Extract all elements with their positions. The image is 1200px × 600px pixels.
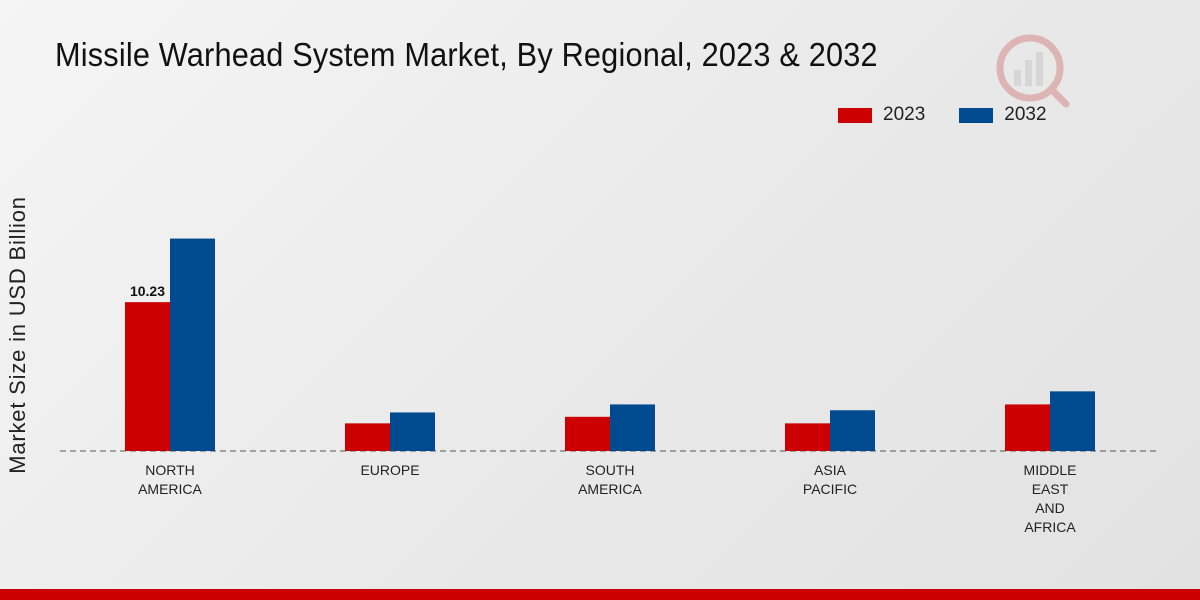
- bar-2023-4: [1005, 404, 1050, 451]
- bar-2032-1: [390, 412, 435, 451]
- legend-label-2023: 2023: [883, 104, 926, 125]
- legend-item-2023: 2023: [838, 104, 925, 126]
- x-tick-label-3: ASIA PACIFIC: [803, 462, 857, 497]
- legend-item-2032: 2032: [959, 104, 1047, 126]
- bar-2023-1: [345, 423, 390, 451]
- bar-2023-2: [565, 416, 610, 451]
- x-tick-label-0: NORTH AMERICA: [138, 462, 202, 497]
- bar-2032-3: [830, 410, 875, 451]
- bar-2032-4: [1050, 391, 1095, 451]
- watermark-logo-icon: [996, 34, 1070, 108]
- bar-2023-3: [785, 423, 830, 451]
- data-label-0: 10.23: [130, 283, 165, 299]
- bar-2032-2: [610, 404, 655, 451]
- bar-2023-0: [125, 302, 170, 451]
- bar-2032-0: [170, 238, 215, 451]
- x-tick-label-1: EUROPE: [360, 462, 419, 478]
- legend-swatch-2023: [838, 107, 872, 123]
- legend-swatch-2032: [959, 107, 994, 123]
- x-tick-label-2: SOUTH AMERICA: [578, 462, 642, 497]
- bottom-accent-bar: [0, 589, 1200, 600]
- legend-label-2032: 2032: [1004, 104, 1047, 125]
- x-tick-label-4: MIDDLE EAST AND AFRICA: [1024, 462, 1077, 535]
- chart-title: Missile Warhead System Market, By Region…: [55, 36, 878, 73]
- legend: 2023 2032: [838, 104, 1081, 126]
